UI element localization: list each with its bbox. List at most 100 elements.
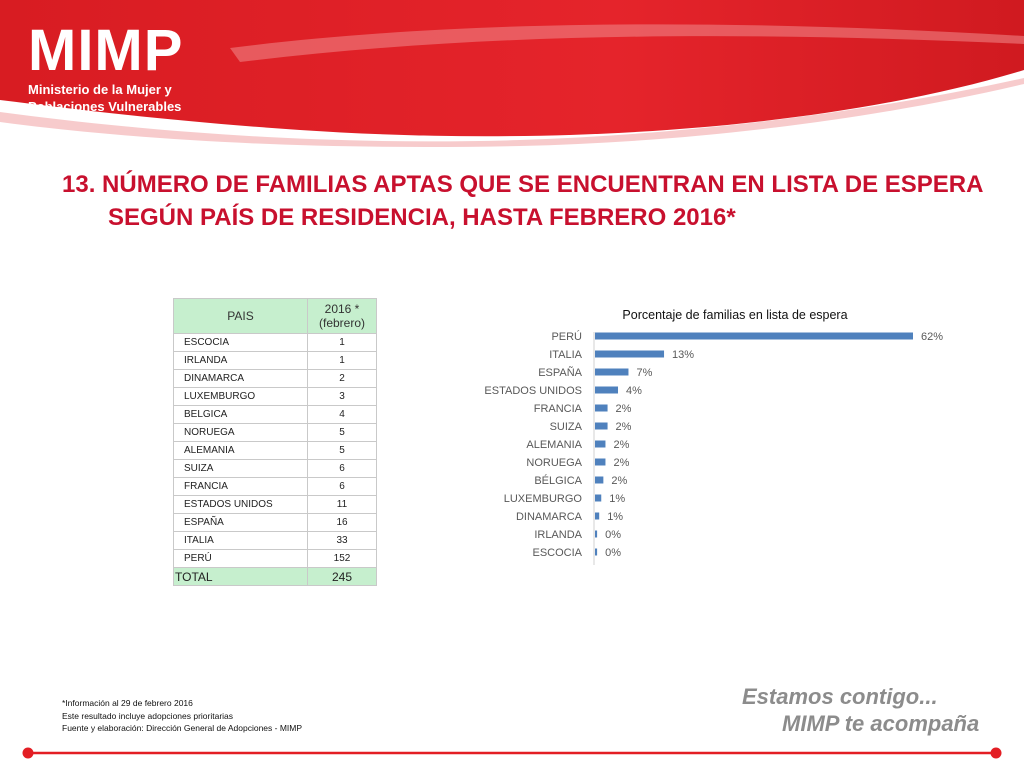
mimp-logo: MIMP Ministerio de la Mujer y Poblacione…	[28, 18, 184, 115]
table-cell-pais: SUIZA	[173, 459, 308, 478]
category-label: IRLANDA	[534, 529, 582, 541]
data-label: 7%	[636, 367, 652, 379]
category-label: ESTADOS UNIDOS	[484, 385, 582, 397]
total-label: TOTAL	[173, 567, 308, 586]
table-row: BELGICA 4	[173, 405, 377, 424]
category-label: ESPAÑA	[538, 366, 582, 379]
title-line-1: 13. NÚMERO DE FAMILIAS APTAS QUE SE ENCU…	[62, 171, 984, 198]
bar	[595, 548, 598, 556]
category-label: ALEMANIA	[526, 439, 582, 451]
slogan: Estamos contigo... MIMP te acompaña	[742, 683, 979, 737]
table-cell-pais: ESTADOS UNIDOS	[173, 495, 308, 514]
table-row: NORUEGA 5	[173, 423, 377, 442]
data-label: 2%	[611, 475, 627, 487]
data-label: 0%	[605, 547, 621, 559]
category-label: FRANCIA	[534, 403, 583, 415]
logo-subtitle-2: Poblaciones Vulnerables	[28, 99, 182, 114]
data-label: 4%	[626, 385, 642, 397]
table-header-row: PAIS 2016 * (febrero)	[173, 298, 377, 334]
total-value: 245	[307, 567, 377, 586]
slogan-line-1: Estamos contigo...	[742, 684, 938, 709]
table-cell-pais: LUXEMBURGO	[173, 387, 308, 406]
logo-text: MIMP	[28, 18, 184, 83]
table-row: ESTADOS UNIDOS 11	[173, 495, 377, 514]
header-band	[0, 0, 1024, 147]
country-table: PAIS 2016 * (febrero) ESCOCIA 1 IRLANDA 1 …	[173, 298, 377, 586]
table-cell-valor: 5	[307, 441, 377, 460]
data-label: 2%	[613, 439, 629, 451]
data-label: 62%	[921, 331, 943, 343]
header-year: 2016 * (febrero)	[307, 298, 377, 334]
bar	[595, 422, 608, 430]
bar	[595, 404, 608, 412]
header-pais: PAIS	[173, 298, 308, 334]
bar-chart: Porcentaje de familias en lista de esper…	[484, 308, 943, 565]
table-cell-valor: 16	[307, 513, 377, 532]
title-line-2: SEGÚN PAÍS DE RESIDENCIA, HASTA FEBRERO …	[108, 204, 736, 231]
category-label: ITALIA	[549, 349, 582, 361]
table-cell-pais: ITALIA	[173, 531, 308, 550]
table-cell-valor: 11	[307, 495, 377, 514]
table-cell-valor: 2	[307, 369, 377, 388]
table-row: ITALIA 33	[173, 531, 377, 550]
footnote: *Información al 29 de febrero 2016 Este …	[62, 697, 302, 735]
bar	[595, 494, 602, 502]
data-label: 13%	[672, 349, 694, 361]
table-cell-pais: IRLANDA	[173, 351, 308, 370]
data-label: 1%	[607, 511, 623, 523]
footnote-line-2: Este resultado incluye adopciones priori…	[62, 710, 234, 721]
slogan-line-2: MIMP te acompaña	[782, 711, 980, 736]
footnote-line-3: Fuente y elaboración: Dirección General …	[62, 723, 303, 733]
data-label: 2%	[616, 403, 632, 415]
bar	[595, 476, 604, 484]
category-label: DINAMARCA	[516, 511, 583, 523]
table-cell-pais: BELGICA	[173, 405, 308, 424]
table-cell-pais: NORUEGA	[173, 423, 308, 442]
category-label: BÉLGICA	[534, 474, 582, 487]
table-cell-valor: 1	[307, 333, 377, 352]
chart-title: Porcentaje de familias en lista de esper…	[622, 308, 847, 322]
bar	[595, 386, 619, 394]
table-cell-pais: DINAMARCA	[173, 369, 308, 388]
table-cell-valor: 33	[307, 531, 377, 550]
table-cell-valor: 6	[307, 459, 377, 478]
table-row: ALEMANIA 5	[173, 441, 377, 460]
table-row: ESPAÑA 16	[173, 513, 377, 532]
category-label: ESCOCIA	[532, 547, 582, 559]
bar	[595, 368, 629, 376]
table-cell-valor: 4	[307, 405, 377, 424]
category-label: NORUEGA	[526, 457, 582, 469]
bar	[595, 350, 665, 358]
table-row: ESCOCIA 1	[173, 333, 377, 352]
bar	[595, 512, 600, 520]
table-cell-pais: ESCOCIA	[173, 333, 308, 352]
category-label: PERÚ	[551, 330, 582, 343]
table-row: IRLANDA 1	[173, 351, 377, 370]
category-label: SUIZA	[550, 421, 583, 433]
data-label: 0%	[605, 529, 621, 541]
bar	[595, 440, 606, 448]
table-row: PERÚ 152	[173, 549, 377, 568]
table-cell-valor: 3	[307, 387, 377, 406]
header-year-line-2: (febrero)	[318, 316, 365, 330]
table-cell-pais: ALEMANIA	[173, 441, 308, 460]
table-cell-valor: 5	[307, 423, 377, 442]
bar	[595, 530, 598, 538]
table-row: DINAMARCA 2	[173, 369, 377, 388]
table-cell-pais: FRANCIA	[173, 477, 308, 496]
footnote-line-1: *Información al 29 de febrero 2016	[62, 698, 193, 708]
table-cell-valor: 6	[307, 477, 377, 496]
table-row: FRANCIA 6	[173, 477, 377, 496]
page-title: 13. NÚMERO DE FAMILIAS APTAS QUE SE ENCU…	[62, 168, 1002, 234]
data-label: 2%	[616, 421, 632, 433]
data-label: 2%	[613, 457, 629, 469]
header-year-line-1: 2016 *	[324, 302, 360, 316]
bar	[595, 458, 606, 466]
table-total-row: TOTAL 245	[173, 567, 377, 586]
table-cell-pais: PERÚ	[173, 549, 308, 568]
table-cell-valor: 1	[307, 351, 377, 370]
data-label: 1%	[609, 493, 625, 505]
table-cell-pais: ESPAÑA	[173, 513, 308, 532]
table-row: LUXEMBURGO 3	[173, 387, 377, 406]
category-label: LUXEMBURGO	[504, 493, 583, 505]
